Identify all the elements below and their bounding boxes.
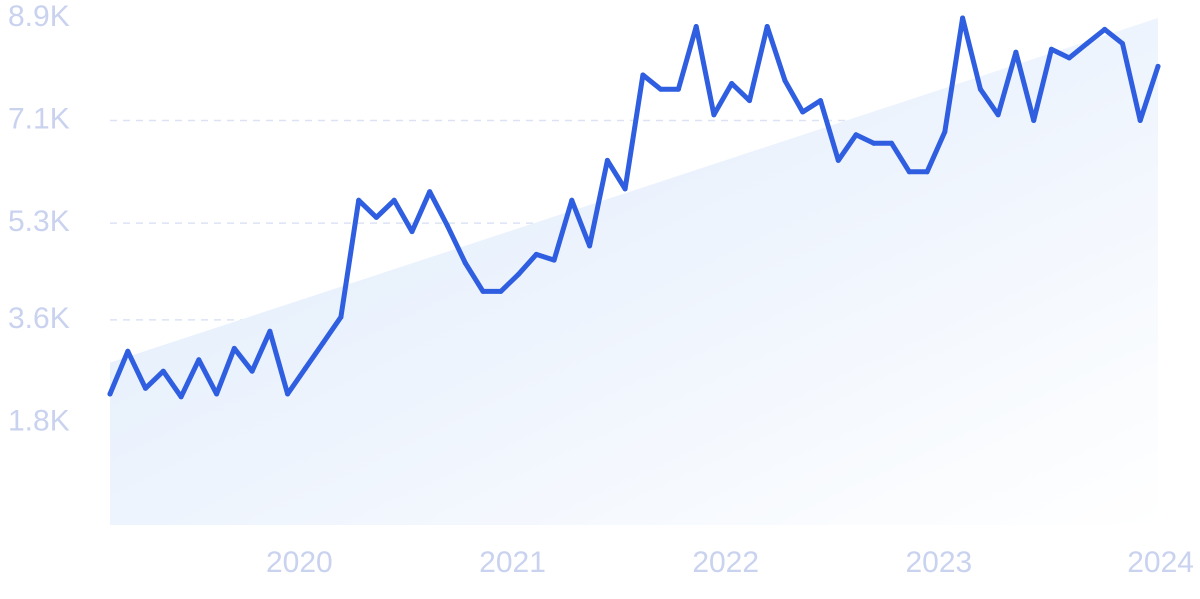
data-point <box>764 24 770 29</box>
data-point <box>427 189 433 195</box>
data-point <box>871 140 877 146</box>
data-points <box>107 15 1161 400</box>
data-point <box>658 86 664 92</box>
data-point <box>1031 118 1037 123</box>
x-tick-label: 2023 <box>905 546 972 579</box>
data-point <box>1084 41 1090 47</box>
data-point <box>356 197 362 203</box>
data-point <box>214 391 220 397</box>
data-point <box>143 385 148 391</box>
data-point <box>107 391 113 397</box>
data-point <box>1013 49 1019 55</box>
x-tick-label: 2020 <box>266 546 333 579</box>
y-tick-label: 7.1K <box>8 102 70 135</box>
data-point <box>391 197 397 203</box>
data-point <box>480 288 486 294</box>
data-point <box>551 257 557 263</box>
data-point <box>711 112 717 118</box>
data-point <box>1137 118 1143 123</box>
data-point <box>160 368 166 374</box>
x-tick-label: 2022 <box>692 546 759 579</box>
data-point <box>960 15 966 21</box>
data-point <box>178 394 184 400</box>
data-point <box>498 288 504 294</box>
y-axis-ticks: 1.8K 3.6K 5.3K 7.1K 8.9K <box>8 0 70 437</box>
data-point <box>782 78 788 84</box>
data-point <box>125 348 131 354</box>
data-point <box>800 109 806 115</box>
data-point <box>835 157 841 163</box>
data-point <box>906 169 912 175</box>
data-point <box>889 140 895 146</box>
data-point <box>338 314 344 320</box>
data-point <box>1102 26 1108 32</box>
data-point <box>942 129 948 135</box>
data-point <box>320 340 326 346</box>
data-point <box>409 229 415 235</box>
data-point <box>853 132 859 138</box>
data-point <box>693 24 699 29</box>
data-point <box>977 86 983 92</box>
data-point <box>231 345 237 351</box>
data-point <box>302 365 308 371</box>
data-point <box>516 271 521 277</box>
data-point <box>640 72 646 78</box>
trend-area <box>110 18 1158 525</box>
data-point <box>267 328 273 334</box>
data-point <box>569 197 575 203</box>
y-tick-label: 1.8K <box>8 404 70 437</box>
x-tick-label: 2021 <box>479 546 546 579</box>
data-point <box>445 223 450 229</box>
data-point <box>1048 46 1054 52</box>
y-tick-label: 8.9K <box>8 0 70 33</box>
data-point <box>604 157 610 163</box>
data-point <box>285 391 291 397</box>
y-tick-label: 5.3K <box>8 205 70 238</box>
data-point <box>587 243 593 249</box>
y-tick-label: 3.6K <box>8 302 70 335</box>
data-point <box>747 98 752 104</box>
data-point <box>533 251 539 257</box>
data-point <box>818 98 823 104</box>
series-line <box>107 15 1161 400</box>
x-tick-label: 2024 <box>1127 546 1194 579</box>
data-point <box>249 368 255 374</box>
data-point <box>1120 41 1125 47</box>
data-point <box>622 186 628 192</box>
data-point <box>729 81 735 86</box>
data-point <box>1066 55 1072 61</box>
data-point <box>675 86 681 92</box>
data-point <box>196 357 202 363</box>
data-point <box>995 112 1001 118</box>
x-axis-ticks: 2020 2021 2022 2023 2024 <box>266 546 1194 579</box>
data-point <box>373 214 379 220</box>
data-point <box>1155 63 1161 69</box>
data-point <box>462 260 468 266</box>
data-point <box>924 169 930 175</box>
